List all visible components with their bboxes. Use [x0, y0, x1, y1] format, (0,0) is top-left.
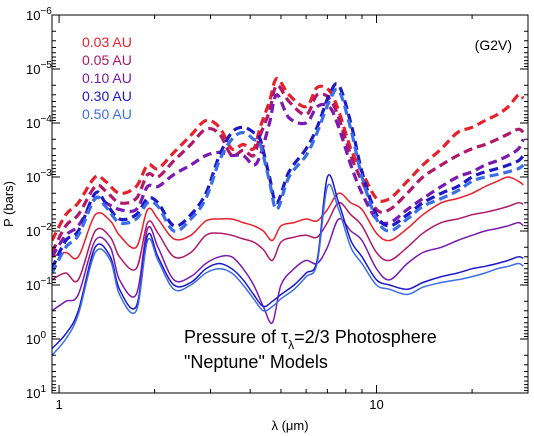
annotation-title-subscript: λ — [288, 338, 294, 352]
annotation-title-part2: =2/3 Photosphere — [294, 327, 437, 347]
legend-entry-0-10-au: 0.10 AU — [82, 70, 132, 86]
series-line-dashed-0-10-au — [52, 93, 525, 258]
series-line-dashed-0-03-au — [52, 76, 525, 242]
legend-entry-0-50-au: 0.50 AU — [82, 106, 132, 122]
y-tick-label: 10−4 — [26, 114, 52, 131]
y-tick-label: 10−2 — [26, 222, 52, 239]
y-tick-label: 10−5 — [26, 60, 52, 77]
series-line-solid-0-10-au — [52, 217, 524, 325]
series-line-dashed-0-50-au — [52, 87, 525, 274]
x-tick-label: 1 — [55, 397, 62, 412]
annotation-title-part1: Pressure of τ — [184, 327, 288, 347]
y-tick-label: 10−1 — [26, 276, 52, 293]
y-tick-label: 101 — [26, 384, 46, 401]
y-tick-label: 100 — [26, 330, 46, 347]
legend-entry-0-03-au: 0.03 AU — [82, 34, 132, 50]
y-tick-label: 10−6 — [26, 6, 52, 23]
series-line-solid-0-50-au — [52, 183, 524, 356]
y-axis-label: P (bars) — [1, 181, 16, 227]
y-tick-label: 10−3 — [26, 168, 52, 185]
legend-entry-0-05-au: 0.05 AU — [82, 52, 132, 68]
series-line-dashed-0-05-au — [52, 83, 525, 254]
series-line-dashed-0-30-au — [52, 82, 525, 270]
series-line-solid-0-30-au — [52, 174, 524, 350]
legend-entry-0-30-au: 0.30 AU — [82, 88, 132, 104]
series-line-solid-0-05-au — [52, 201, 524, 283]
annotation-title-line1: Pressure of τλ=2/3 Photosphere — [184, 327, 437, 352]
tick-label-layer: 10−6 10−5 10−4 10−3 10−2 10−1 100 101 1 10 — [26, 6, 384, 412]
x-axis-label: λ (μm) — [271, 418, 308, 433]
plot-frame — [51, 14, 529, 394]
tick-layer — [52, 14, 529, 394]
series-line-solid-0-03-au — [52, 176, 524, 260]
series-layer — [52, 76, 525, 356]
annotation-title-line2: "Neptune" Models — [184, 352, 328, 372]
x-tick-label: 10 — [369, 397, 383, 412]
star-type-label: (G2V) — [475, 37, 512, 53]
legend: 0.03 AU 0.05 AU 0.10 AU 0.30 AU 0.50 AU — [82, 34, 132, 122]
